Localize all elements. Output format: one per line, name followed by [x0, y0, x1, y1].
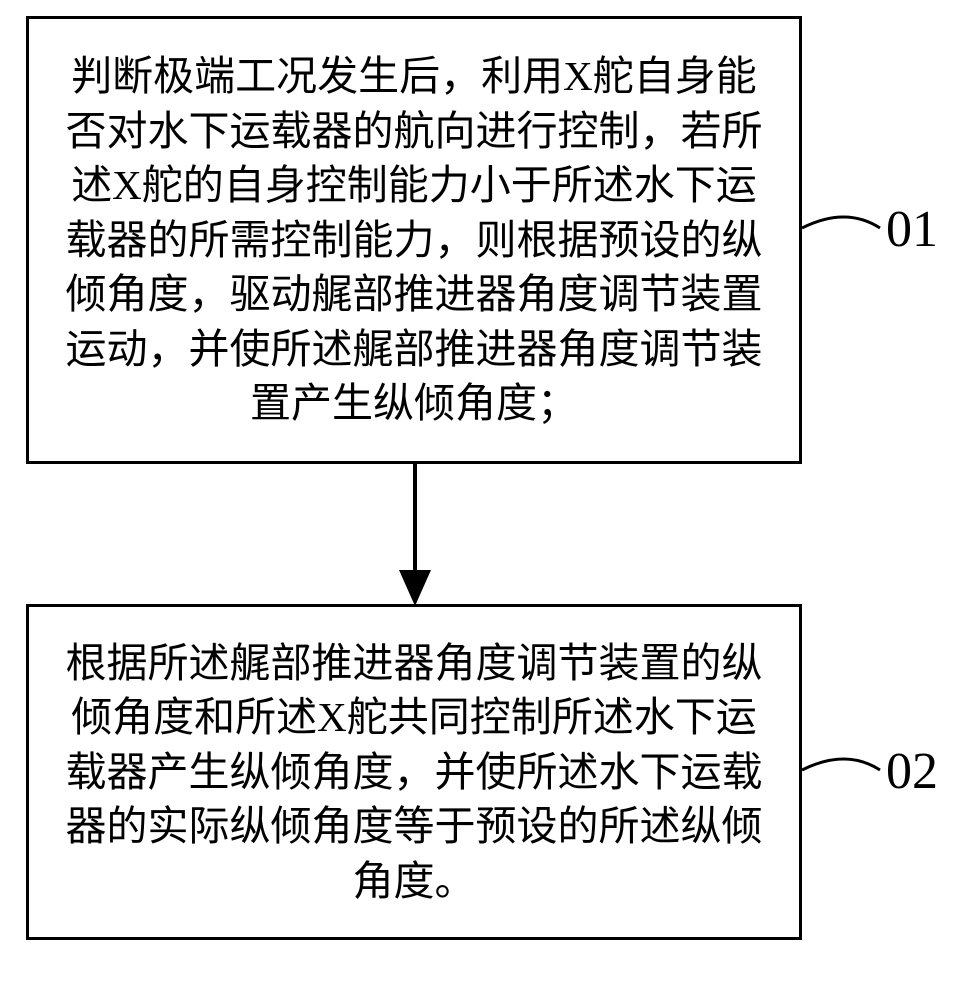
flow-step-2-text: 根据所述艉部推进器角度调节装置的纵倾角度和所述X舵共同控制所述水下运载器产生纵倾… [51, 636, 777, 909]
step-label-2: 02 [886, 742, 938, 801]
arrow-line [413, 464, 417, 574]
flow-step-1-text: 判断极端工况发生后，利用X舵自身能否对水下运载器的航向进行控制，若所述X舵的自身… [51, 49, 777, 431]
flow-step-1: 判断极端工况发生后，利用X舵自身能否对水下运载器的航向进行控制，若所述X舵的自身… [26, 16, 802, 464]
arrow-head-icon [399, 570, 431, 606]
step-label-1: 01 [886, 200, 938, 259]
connector-curve-2-icon [802, 752, 886, 782]
connector-curve-1-icon [802, 210, 886, 240]
flow-step-2: 根据所述艉部推进器角度调节装置的纵倾角度和所述X舵共同控制所述水下运载器产生纵倾… [26, 604, 802, 940]
